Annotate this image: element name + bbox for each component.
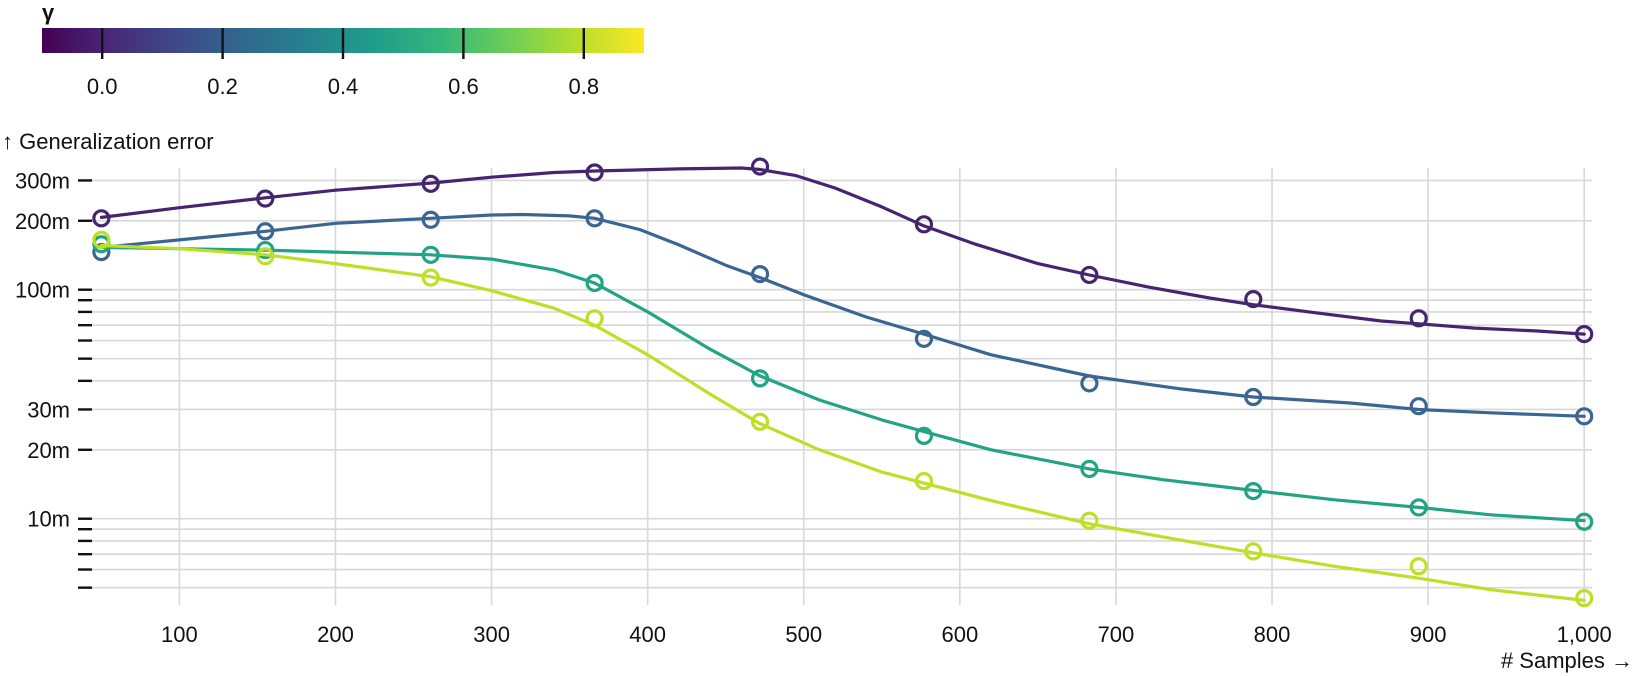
- series-3: [92, 230, 1594, 608]
- legend-ticks: 0.0 0.2 0.4 0.6 0.8: [87, 28, 599, 99]
- data-point: [1080, 511, 1099, 530]
- x-tick-label: 500: [785, 622, 822, 647]
- series-line: [99, 212, 1586, 418]
- data-point: [1080, 374, 1099, 393]
- data-point: [1409, 498, 1428, 517]
- data-point: [256, 247, 275, 266]
- series-group: [92, 157, 1594, 608]
- data-point: [421, 210, 440, 229]
- data-point: [1575, 512, 1594, 531]
- data-point: [1575, 589, 1594, 608]
- grid: [92, 168, 1592, 605]
- data-point: [585, 309, 604, 328]
- x-tick-label: 800: [1254, 622, 1291, 647]
- data-point: [1080, 265, 1099, 285]
- data-point: [585, 273, 604, 293]
- x-tick-label: 200: [317, 622, 354, 647]
- data-point: [914, 471, 934, 491]
- series-line: [99, 245, 1586, 523]
- data-point: [256, 189, 275, 208]
- data-point: [421, 245, 440, 264]
- legend-tick-label: 0.8: [569, 74, 600, 99]
- legend-tick-label: 0.6: [448, 74, 479, 99]
- data-point: [1409, 309, 1428, 328]
- data-point: [1575, 407, 1594, 426]
- x-tick-label: 700: [1098, 622, 1135, 647]
- color-legend: γ 0.0 0.2 0.4 0.6 0.8: [42, 0, 644, 99]
- y-tick-label: 300m: [15, 168, 70, 193]
- series-2: [92, 235, 1594, 531]
- series-1: [92, 209, 1594, 426]
- series-line: [99, 243, 1586, 603]
- data-point: [1409, 557, 1428, 576]
- x-tick-label: 300: [473, 622, 510, 647]
- x-axis-label: # Samples →: [1501, 648, 1633, 673]
- data-point: [92, 209, 111, 228]
- data-point: [585, 209, 604, 228]
- data-point: [1244, 542, 1263, 561]
- x-tick-label: 900: [1410, 622, 1447, 647]
- data-point: [914, 215, 934, 234]
- data-point: [750, 157, 770, 176]
- data-point: [92, 230, 111, 250]
- y-tick-label: 10m: [27, 507, 70, 532]
- data-point: [1244, 289, 1263, 309]
- data-point: [914, 426, 934, 445]
- data-point: [585, 163, 604, 182]
- y-tick-label: 20m: [27, 438, 70, 463]
- data-point: [256, 222, 275, 241]
- data-point: [256, 240, 275, 260]
- legend-tick-label: 0.4: [328, 74, 359, 99]
- data-point: [1080, 459, 1099, 479]
- x-tick-label: 1,000: [1557, 622, 1612, 647]
- x-tick-label: 400: [629, 622, 666, 647]
- data-point: [750, 412, 770, 431]
- data-point: [1244, 387, 1263, 407]
- series-0: [92, 157, 1594, 344]
- y-axis-label: ↑ Generalization error: [2, 129, 214, 154]
- legend-title: γ: [42, 0, 55, 25]
- data-point: [1575, 324, 1594, 344]
- legend-tick-label: 0.0: [87, 74, 118, 99]
- x-tick-label: 100: [161, 622, 198, 647]
- y-axis: 300m 200m 100m 30m 20m 10m: [15, 168, 92, 589]
- data-point: [914, 329, 934, 348]
- y-tick-label: 100m: [15, 278, 70, 303]
- data-point: [1244, 482, 1263, 501]
- legend-tick-label: 0.2: [207, 74, 238, 99]
- data-point: [421, 268, 440, 287]
- x-tick-label: 600: [941, 622, 978, 647]
- y-tick-label: 30m: [27, 397, 70, 422]
- data-point: [750, 369, 770, 388]
- data-point: [421, 174, 440, 193]
- data-point: [1409, 397, 1428, 416]
- series-line: [99, 166, 1586, 336]
- data-point: [750, 264, 770, 284]
- x-axis: 100 200 300 400 500 600 700 800 900 1,000: [161, 622, 1612, 647]
- y-tick-label: 200m: [15, 209, 70, 234]
